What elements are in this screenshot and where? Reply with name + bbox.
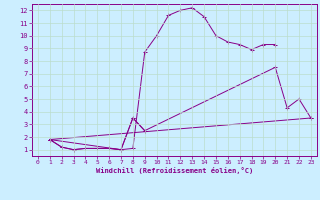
X-axis label: Windchill (Refroidissement éolien,°C): Windchill (Refroidissement éolien,°C) <box>96 167 253 174</box>
